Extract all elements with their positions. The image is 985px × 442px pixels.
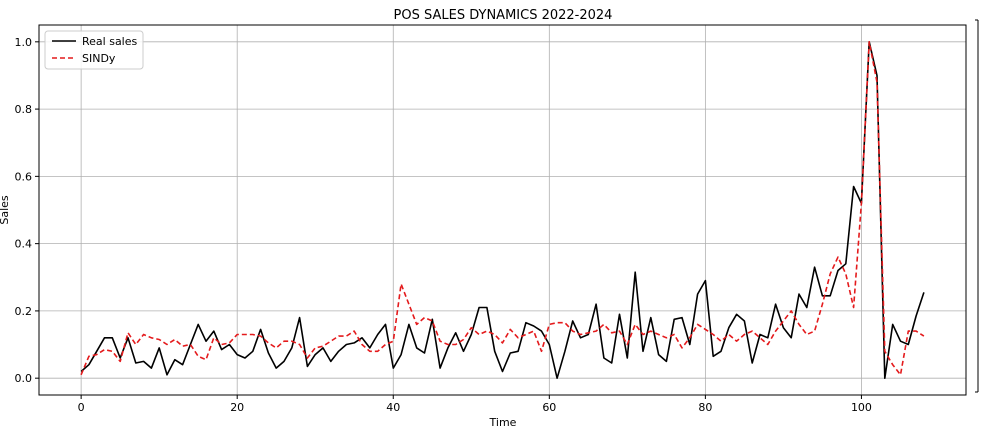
x-tick-label: 0 [78,401,85,414]
plot-frame [38,24,967,396]
x-tick-label: 100 [851,401,872,414]
ticks: 0 20 40 60 80 100 0.0 0.2 0.4 0.6 0.8 1.0 [15,36,872,414]
grid [39,25,966,395]
y-tick-label: 0.8 [15,103,33,116]
series-line-real-sales [80,40,925,380]
legend: Real sales SINDy [44,30,144,70]
legend-label-sindy: SINDy [82,52,116,65]
series-layer [80,40,925,380]
y-tick-label: 0.6 [15,170,33,183]
y-axis-label: Sales [0,195,11,225]
x-axis-label: Time [489,416,517,429]
x-tick-label: 20 [230,401,244,414]
y-tick-label: 0.4 [15,238,33,251]
y-tick-label: 1.0 [15,36,33,49]
y-tick-label: 0.2 [15,305,33,318]
x-tick-label: 80 [698,401,712,414]
legend-label-real-sales: Real sales [82,35,138,48]
chart-title: POS SALES DYNAMICS 2022-2024 [394,8,613,23]
y-tick-label: 0.0 [15,372,33,385]
x-tick-label: 40 [386,401,400,414]
x-tick-label: 60 [542,401,556,414]
series-line-sindy [80,40,925,376]
right-edge-marker [975,19,979,393]
